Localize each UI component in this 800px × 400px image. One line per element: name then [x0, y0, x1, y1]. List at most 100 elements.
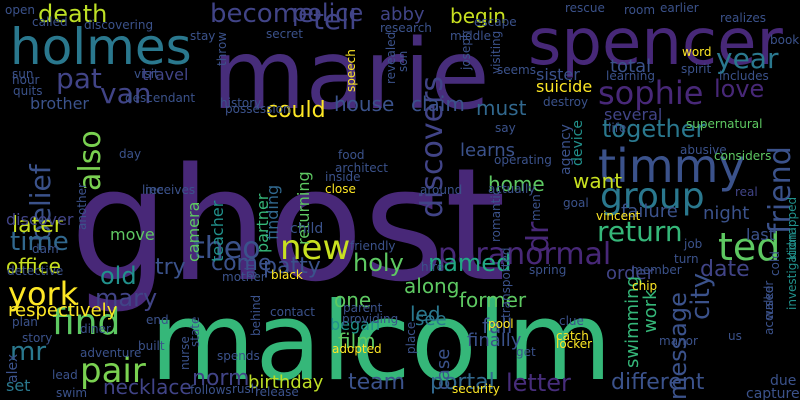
word-140: receives [145, 183, 196, 198]
word-184: nurse [178, 336, 192, 370]
word-117: earlier [660, 1, 699, 16]
word-193: place [404, 321, 418, 354]
word-104: life [608, 121, 627, 136]
word-98: investigation [785, 232, 799, 310]
word-26: death [38, 0, 108, 28]
word-46: come [211, 251, 272, 277]
word-83: move [110, 225, 155, 245]
word-170: pool [488, 317, 514, 332]
word-96: real [735, 185, 758, 200]
word-187: adventure [80, 346, 142, 361]
word-27: also [73, 130, 108, 191]
word-195: get [516, 345, 536, 360]
word-73: total [610, 55, 652, 77]
word-132: speech [344, 49, 358, 92]
word-87: camera [184, 201, 203, 262]
word-71: case [433, 348, 454, 390]
word-126: quits [13, 84, 43, 99]
word-164: girl [243, 258, 257, 278]
word-58: night [703, 202, 750, 224]
word-151: romantic [489, 188, 503, 242]
word-94: due [770, 372, 797, 389]
word-47: patty [263, 254, 321, 280]
word-138: another [75, 183, 89, 230]
word-19: year [716, 41, 779, 75]
word-160: cold [768, 251, 782, 276]
word-145: close [325, 182, 356, 197]
word-7: ted [718, 224, 781, 269]
word-112: research [380, 21, 432, 36]
word-66: fall [482, 314, 513, 338]
word-16: return [597, 214, 683, 248]
word-56: want [573, 169, 623, 193]
word-167: providing [342, 312, 399, 327]
word-141: line [142, 183, 164, 198]
word-92: partner [253, 193, 272, 253]
word-150: vincent [596, 209, 641, 224]
word-194: security [452, 382, 500, 397]
word-120: includes [719, 69, 769, 84]
word-25: tell [313, 2, 357, 36]
word-177: us [728, 329, 742, 344]
word-64: led [410, 302, 441, 326]
word-93: book [770, 33, 800, 48]
word-95: capture [746, 385, 800, 400]
word-15: named [428, 248, 512, 277]
word-182: built [138, 339, 165, 354]
word-123: seems [497, 63, 536, 78]
word-80: brother [30, 94, 90, 114]
word-159: turn [674, 252, 699, 267]
word-166: parent [343, 301, 383, 316]
word-155: spring [529, 263, 567, 278]
word-153: friendly [350, 239, 396, 254]
word-48: try [155, 255, 186, 281]
word-36: letter [506, 368, 571, 397]
word-65: see [415, 308, 447, 330]
word-53: must [476, 96, 527, 120]
word-165: contact [270, 305, 315, 320]
word-74: sister [536, 65, 580, 85]
word-162: mother [222, 270, 266, 285]
word-61: work [640, 289, 661, 333]
word-106: open [5, 3, 35, 18]
word-69: one [334, 288, 372, 312]
word-49: respectively [8, 299, 118, 321]
word-180: diner [80, 322, 111, 337]
word-18: sophie [598, 74, 704, 113]
word-147: operating [494, 153, 552, 168]
word-50: could [266, 98, 326, 124]
word-157: job [684, 237, 703, 252]
word-3: spencer [528, 5, 783, 80]
word-45: office [6, 254, 61, 278]
word-21: pat [56, 61, 102, 95]
word-181: end [146, 313, 169, 328]
word-59: last [746, 225, 775, 245]
word-22: van [100, 76, 152, 110]
word-131: possession [225, 102, 291, 117]
word-39: birthday [248, 371, 324, 393]
word-176: walker [762, 280, 776, 320]
word-107: called [32, 15, 68, 30]
word-125: sun [12, 67, 34, 82]
word-8: new [280, 227, 351, 268]
word-163: black [271, 268, 303, 283]
word-62: former [459, 288, 527, 312]
word-149: goal [563, 196, 589, 211]
word-57: failure [621, 200, 678, 222]
word-90: alex [5, 353, 21, 383]
word-128: visit [134, 67, 159, 82]
word-144: inside [325, 170, 361, 185]
word-2: marie [212, 19, 490, 132]
word-124: destroy [543, 95, 589, 110]
word-156: member [631, 263, 682, 278]
word-34: date [700, 257, 750, 283]
word-35: different [611, 370, 705, 396]
word-118: realizes [720, 11, 767, 26]
word-116: room [624, 3, 656, 18]
word-6: group [600, 176, 705, 218]
word-54: learns [460, 139, 515, 161]
word-148: actually [488, 182, 536, 197]
word-192: release [255, 385, 299, 400]
word-20: love [714, 74, 765, 103]
